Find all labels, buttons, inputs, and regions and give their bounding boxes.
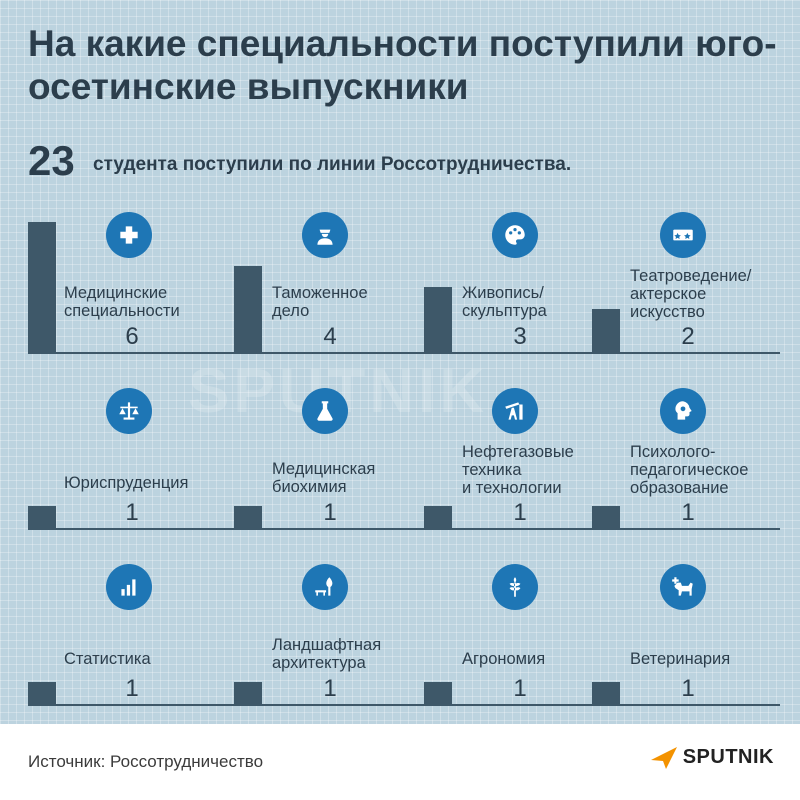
category-label-line: скульптура — [462, 302, 547, 320]
category-cell: Живопись/скульптура 3 — [424, 212, 612, 352]
category-cell: Таможенное дело 4 — [234, 212, 422, 352]
category-cell: Психолого-педагогическое образование 1 — [592, 388, 780, 528]
head-gear-icon — [660, 388, 706, 434]
palette-icon — [492, 212, 538, 258]
category-label-line: Юриспруденция — [64, 474, 189, 492]
category-label: Психолого-педагогическое образование — [630, 443, 748, 497]
sputnik-logo: SPUTNIK — [650, 746, 774, 769]
value-label: 1 — [125, 499, 139, 526]
category-label-line: актерское — [630, 285, 707, 303]
value-label: 1 — [323, 675, 337, 702]
bar — [28, 682, 56, 704]
flask-icon — [302, 388, 348, 434]
category-label: Ветеринария — [630, 650, 730, 668]
value-label: 1 — [681, 499, 695, 526]
category-label-line: Нефтегазовые — [462, 443, 574, 461]
category-cell: Театроведение/актерское искусство 2 — [592, 212, 780, 352]
medical-cross-icon — [106, 212, 152, 258]
category-cell: Агрономия 1 — [424, 564, 612, 704]
category-cell: Медицинские специальности 6 — [28, 212, 216, 352]
category-label-line: образование — [630, 479, 729, 497]
tickets-icon — [660, 212, 706, 258]
total-number: 23 — [28, 137, 75, 184]
wheat-icon — [492, 564, 538, 610]
value-label: 1 — [513, 499, 527, 526]
category-label-line: дело — [272, 302, 310, 320]
page-title: На какие специальности поступили юго-осе… — [28, 23, 777, 107]
category-cell: Медицинская биохимия 1 — [234, 388, 422, 528]
value-label: 1 — [681, 675, 695, 702]
category-cell: Нефтегазовые техника и технологии 1 — [424, 388, 612, 528]
total-caption: студента поступили по линии Россотруднич… — [93, 154, 572, 175]
category-label-line: педагогическое — [630, 461, 749, 479]
bar — [592, 682, 620, 704]
scales-icon — [106, 388, 152, 434]
category-label: Статистика — [64, 650, 151, 668]
category-cell: Юриспруденция 1 — [28, 388, 216, 528]
bar — [592, 506, 620, 528]
bar — [28, 222, 56, 352]
category-label: Ландшафтная архитектура — [272, 636, 381, 672]
brand-name: SPUTNIK — [682, 746, 774, 768]
bar — [592, 308, 620, 352]
value-label: 2 — [681, 323, 695, 350]
category-label-line: специальности — [64, 302, 180, 320]
bar — [424, 287, 452, 352]
tree-bench-icon — [302, 564, 348, 610]
category-label-line: биохимия — [272, 478, 347, 496]
category-label-line: Статистика — [64, 650, 151, 668]
category-label-line: Живопись/ — [462, 284, 544, 302]
footer: Источник: Россотрудничество SPUTNIK — [0, 724, 800, 800]
row-baseline — [28, 528, 780, 530]
category-label: Нефтегазовые техника и технологии — [462, 443, 574, 497]
category-label: Театроведение/актерское искусство — [630, 267, 751, 321]
category-label: Юриспруденция — [64, 474, 188, 492]
value-label: 1 — [513, 675, 527, 702]
value-label: 4 — [323, 323, 337, 350]
category-label-line: Таможенное — [272, 284, 368, 302]
category-cell: Статистика 1 — [28, 564, 216, 704]
category-label: Медицинская биохимия — [272, 460, 375, 496]
category-label: Живопись/скульптура — [462, 284, 547, 320]
value-label: 1 — [323, 499, 337, 526]
bar-chart-icon — [106, 564, 152, 610]
bar — [234, 506, 262, 528]
value-label: 3 — [513, 323, 527, 350]
row-baseline — [28, 352, 780, 354]
category-label: Агрономия — [462, 650, 545, 668]
customs-officer-icon — [302, 212, 348, 258]
value-label: 1 — [125, 675, 139, 702]
bar — [28, 506, 56, 528]
bar — [234, 265, 262, 352]
category-label-line: Ландшафтная — [272, 636, 382, 654]
bar — [424, 682, 452, 704]
row-baseline — [28, 704, 780, 706]
source-note: Источник: Россотрудничество — [28, 752, 264, 771]
category-label: Медицинские специальности — [64, 284, 180, 320]
category-label-line: Агрономия — [462, 650, 546, 668]
category-label-line: Ветеринария — [630, 650, 731, 668]
bar — [234, 682, 262, 704]
category-label: Таможенное дело — [272, 284, 368, 320]
sputnik-logo-icon — [650, 746, 677, 769]
category-label-line: Психолого- — [630, 443, 716, 461]
category-label-line: Медицинские — [64, 284, 168, 302]
category-label-line: Медицинская — [272, 460, 376, 478]
category-cell: Ветеринария 1 — [592, 564, 780, 704]
oil-pump-icon — [492, 388, 538, 434]
category-label-line: архитектура — [272, 654, 366, 672]
category-label-line: искусство — [630, 303, 705, 321]
dog-icon — [660, 564, 706, 610]
category-cell: Ландшафтная архитектура 1 — [234, 564, 422, 704]
value-label: 6 — [125, 323, 139, 350]
category-label-line: Театроведение/ — [630, 267, 752, 285]
bar — [424, 506, 452, 528]
category-label-line: техника — [462, 461, 522, 479]
category-label-line: и технологии — [462, 479, 562, 497]
